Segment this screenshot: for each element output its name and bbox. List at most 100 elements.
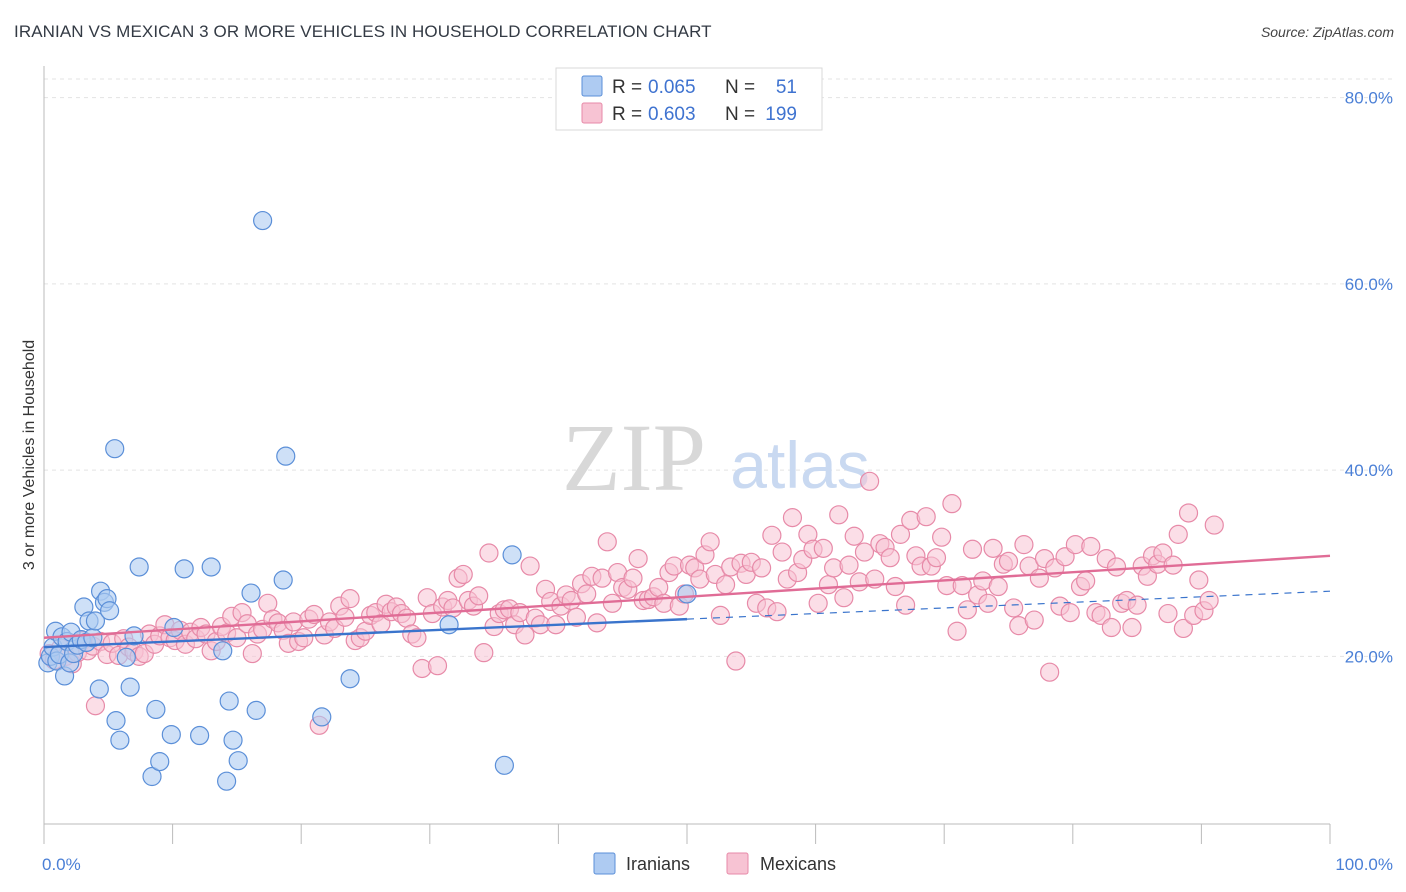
y-axis-label: 3 or more Vehicles in Household <box>21 340 38 570</box>
mexican-point <box>577 584 597 604</box>
iranian-point <box>106 711 126 731</box>
watermark: ZIP atlas <box>562 404 870 511</box>
y-tick-label-3: 80.0% <box>1345 89 1393 108</box>
mexican-point <box>767 602 787 622</box>
iranian-point <box>190 725 210 746</box>
iranian-point <box>494 755 514 775</box>
mexican-point <box>880 548 900 568</box>
legend-mexican-r-value: 0.603 <box>648 104 696 125</box>
mexican-point <box>1173 618 1193 639</box>
mexican-point <box>1168 524 1188 544</box>
y-tick-label-0: 20.0% <box>1345 647 1393 666</box>
mexican-point <box>1199 590 1219 611</box>
iranian-point <box>89 679 109 699</box>
mexican-point <box>1127 595 1147 615</box>
mexican-point <box>715 575 736 595</box>
mexican-point <box>258 593 278 613</box>
mexican-point <box>623 568 643 588</box>
iranian-point <box>201 557 221 577</box>
mexican-point <box>710 605 731 626</box>
mexican-point <box>566 607 587 627</box>
iranian-point <box>223 730 243 750</box>
iranian-point <box>174 559 194 579</box>
mexican-point <box>1204 515 1224 535</box>
mexican-point <box>1060 603 1080 623</box>
chart-title: IRANIAN VS MEXICAN 3 OR MORE VEHICLES IN… <box>14 22 712 41</box>
mexican-point <box>1189 570 1209 590</box>
mexican-point <box>860 471 880 491</box>
iranian-point <box>241 583 261 603</box>
mexican-point <box>818 575 839 595</box>
iranian-point <box>217 771 237 791</box>
iranian-point <box>142 766 162 787</box>
iranian-point <box>105 439 125 459</box>
mexican-point <box>1122 617 1142 638</box>
mexican-point <box>602 593 623 613</box>
mexican-point <box>242 643 262 664</box>
mexican-point <box>1106 557 1127 577</box>
mexican-point <box>854 542 875 562</box>
mexican-point <box>916 507 936 527</box>
mexican-point <box>1024 610 1044 630</box>
tick-labels: 20.0% 40.0% 60.0% 80.0% 0.0% 100.0% <box>42 89 1393 874</box>
mexican-point <box>1076 571 1096 591</box>
mexican-point <box>1014 535 1034 555</box>
mexican-trend-line <box>43 554 1331 639</box>
iranian-point <box>120 677 140 697</box>
mexican-point <box>890 524 911 544</box>
iranian-point <box>253 210 273 231</box>
mexican-point <box>983 538 1003 558</box>
mexican-point <box>417 588 437 608</box>
legend-bottom-mexican-swatch <box>726 852 749 875</box>
iranian-point <box>273 570 293 590</box>
mexican-point <box>1158 603 1178 624</box>
mexican-point <box>1178 503 1199 523</box>
mexican-point <box>885 576 905 597</box>
mexican-point <box>808 593 828 613</box>
iranian-point <box>116 647 136 667</box>
source-label: Source: ZipAtlas.com <box>1260 24 1394 40</box>
mexican-point <box>304 604 324 625</box>
mexican-point <box>469 586 489 606</box>
mexican-point <box>700 532 720 552</box>
legend-iranian-r-value: 0.065 <box>648 77 696 98</box>
iranian-point <box>129 557 149 577</box>
iranian-point <box>99 601 120 621</box>
x-tick-label-0: 0.0% <box>42 855 81 874</box>
watermark-atlas: atlas <box>730 428 869 502</box>
mexican-point <box>947 621 967 641</box>
mexican-point <box>952 575 972 596</box>
iranian-point <box>276 446 296 466</box>
mexican-point <box>1101 617 1121 638</box>
legend-iranian-swatch <box>581 75 603 97</box>
iranian-point <box>161 724 181 745</box>
mexican-point <box>926 548 947 568</box>
mexican-point <box>515 625 535 645</box>
mexican-point <box>726 651 746 671</box>
mexican-point <box>474 643 494 663</box>
legend-iranian-r-label: R = <box>612 77 642 98</box>
legend-mexican-n-value: 199 <box>765 104 797 125</box>
legend-top: R = 0.065 N = 51 R = 0.603 N = 199 <box>555 67 823 131</box>
iranian-point <box>246 700 266 720</box>
trend-lines <box>43 554 1331 649</box>
mexican-point <box>1004 598 1024 618</box>
iranian-trend-line <box>43 617 688 649</box>
iranian-trend-extension <box>686 590 1331 620</box>
mexican-point <box>839 555 859 575</box>
mexican-point <box>998 551 1019 571</box>
iranian-point <box>85 611 106 631</box>
mexican-point <box>896 595 916 615</box>
mexican-point <box>978 593 998 613</box>
mexican-point <box>834 588 854 608</box>
iranian-point <box>340 669 360 689</box>
iranian-point <box>439 615 459 635</box>
mexican-point <box>932 527 952 547</box>
mexican-point <box>942 494 962 514</box>
watermark-zip: ZIP <box>562 404 706 511</box>
legend-mexican-swatch <box>581 102 603 124</box>
mexican-point <box>1040 662 1060 682</box>
mexican-point <box>813 538 833 558</box>
legend-bottom-iranian-swatch <box>593 852 616 875</box>
